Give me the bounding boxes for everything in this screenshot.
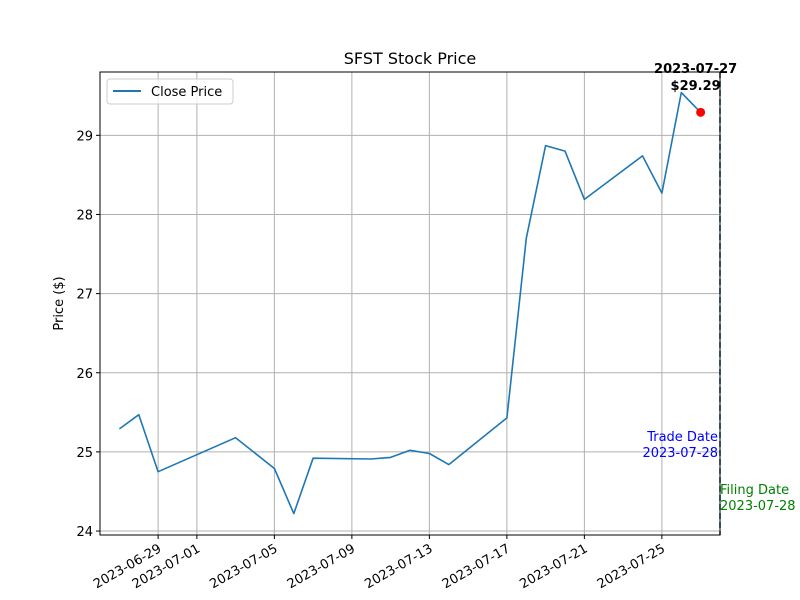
close-price-point (525, 237, 528, 240)
close-price-point (273, 467, 276, 470)
close-price-point (157, 470, 160, 473)
close-price-point (447, 463, 450, 466)
close-price-point (428, 452, 431, 455)
y-tick-label: 26 (76, 367, 93, 382)
y-tick-label: 24 (76, 525, 93, 540)
annotations: 2023-07-27 $29.29 Trade Date 2023-07-28 … (642, 62, 795, 514)
highlight-price-label: $29.29 (671, 79, 721, 94)
y-tick-label: 28 (76, 208, 93, 223)
close-price-point (583, 198, 586, 201)
y-axis-title: Price ($) (52, 276, 67, 330)
highlight-point (696, 107, 706, 117)
legend-box (106, 78, 234, 105)
legend-label-close-price: Close Price (151, 85, 222, 100)
close-price-point (118, 427, 121, 430)
close-price-point (137, 413, 140, 416)
chart-title: SFST Stock Price (344, 49, 477, 68)
close-price-point (389, 456, 392, 459)
close-price-point (564, 150, 567, 153)
close-price-line (118, 91, 702, 515)
trade-date-value: 2023-07-28 (642, 446, 718, 461)
close-price-point (234, 436, 237, 439)
legend: Close Price (106, 78, 234, 105)
close-price-point (505, 416, 508, 419)
filing-date-value: 2023-07-28 (720, 499, 796, 514)
y-tick-label: 25 (76, 446, 93, 461)
close-price-point (292, 512, 295, 515)
close-price-point (660, 192, 663, 195)
close-price-point (370, 458, 373, 461)
series-layer (118, 91, 706, 515)
close-price-point (409, 449, 412, 452)
y-tick-label: 27 (76, 288, 93, 303)
highlight-date-label: 2023-07-27 (654, 62, 737, 77)
close-price-point (641, 154, 644, 157)
grid (100, 72, 720, 535)
close-price-point (312, 457, 315, 460)
filing-date-label: Filing Date (720, 483, 789, 498)
close-price-point (544, 144, 547, 147)
y-tick-label: 29 (76, 129, 93, 144)
trade-date-label: Trade Date (646, 430, 718, 445)
plot-area-frame (99, 71, 721, 536)
